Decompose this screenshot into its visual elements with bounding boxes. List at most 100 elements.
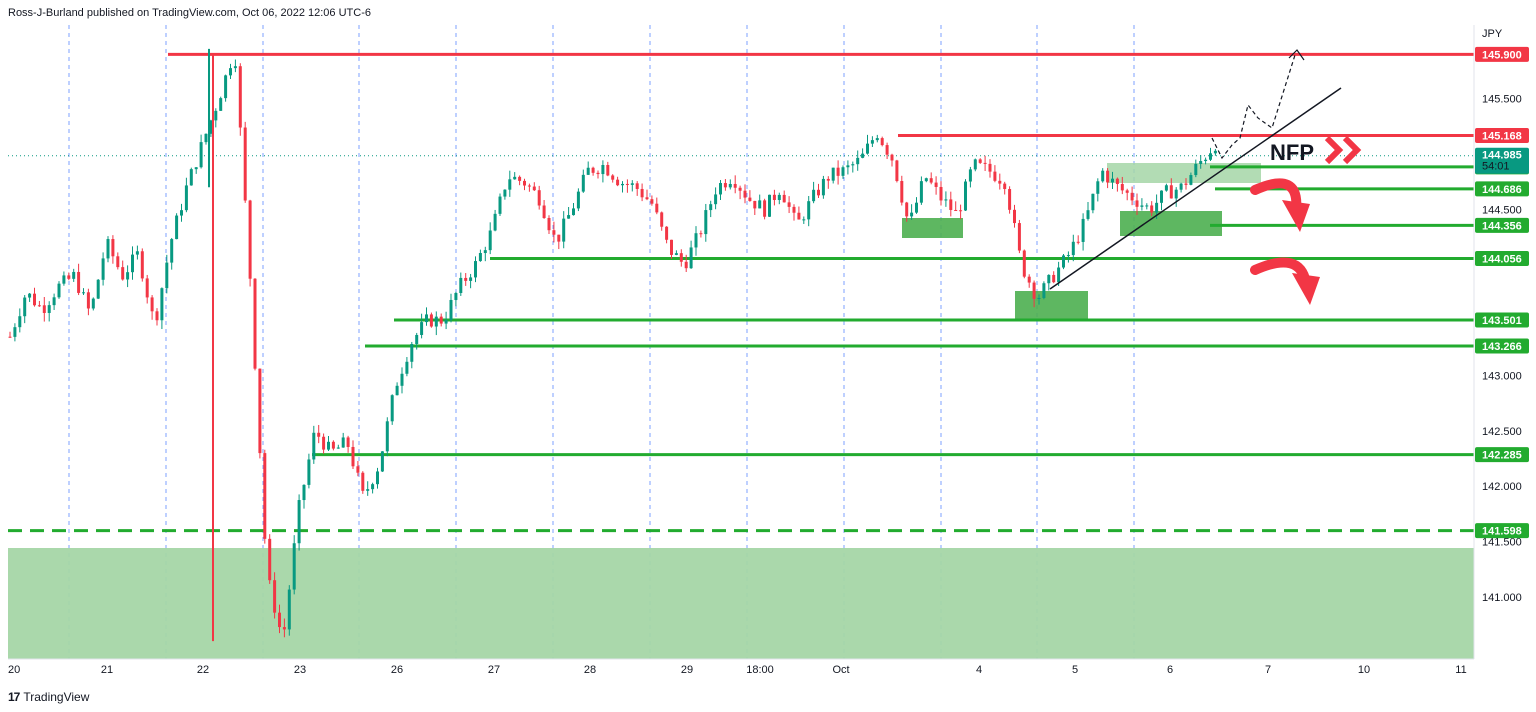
candle-214 [1057, 261, 1061, 286]
candle-215 [1062, 253, 1065, 270]
time-label-7: 29 [681, 664, 693, 676]
candle-body-153 [758, 200, 762, 209]
candle-157 [777, 192, 781, 205]
candle-87 [434, 311, 438, 336]
candle-body-207 [1022, 250, 1026, 277]
price-tag-bg-8 [1475, 447, 1529, 463]
candle-49 [248, 199, 252, 287]
time-label-2: 22 [197, 664, 209, 676]
candle-121 [601, 160, 605, 183]
zone-box-oct4 [1015, 291, 1088, 320]
candle-body-95 [474, 261, 477, 278]
candle-body-217 [1071, 241, 1075, 256]
candle-174 [861, 148, 865, 159]
candle-29 [150, 295, 154, 320]
candle-112 [557, 234, 561, 250]
candle-95 [474, 256, 477, 283]
candle-body-51 [258, 368, 262, 454]
candle-179 [885, 142, 889, 160]
candle-25 [131, 246, 134, 280]
candle-body-62 [312, 432, 316, 460]
candle-86 [429, 312, 433, 328]
candle-21 [111, 235, 115, 264]
candle-66 [331, 440, 335, 451]
candle-body-204 [1008, 189, 1012, 210]
candle-118 [586, 161, 590, 175]
candle-body-125 [621, 183, 624, 186]
price-tag-bg-4 [1475, 217, 1529, 233]
candle-body-98 [488, 230, 492, 251]
candle-body-16 [86, 292, 90, 309]
candle-body-220 [1086, 210, 1090, 219]
candle-124 [616, 176, 620, 187]
candle-79 [395, 382, 399, 396]
candle-51 [258, 368, 262, 459]
candle-56 [282, 618, 286, 638]
candle-body-194 [959, 210, 963, 212]
candle-body-221 [1091, 193, 1095, 211]
candle-18 [96, 278, 100, 300]
candle-body-134 [665, 226, 669, 240]
candle-body-26 [135, 251, 139, 255]
candle-28 [145, 274, 149, 304]
candle-171 [846, 160, 850, 175]
candle-body-213 [1052, 274, 1056, 283]
candle-body-174 [861, 153, 865, 158]
time-label-3: 23 [294, 664, 306, 676]
candle-body-39 [199, 142, 203, 168]
candle-143 [709, 200, 713, 218]
candle-176 [870, 136, 874, 147]
candle-13 [72, 268, 76, 282]
candle-110 [547, 215, 551, 235]
candle-body-31 [160, 288, 164, 321]
candle-94 [469, 273, 473, 289]
candle-body-113 [562, 218, 566, 242]
candle-84 [420, 313, 424, 339]
candle-body-47 [238, 66, 242, 128]
candle-65 [327, 435, 330, 451]
candle-173 [856, 150, 860, 171]
candle-58 [292, 535, 296, 595]
candle-body-128 [635, 183, 639, 189]
candle-160 [792, 204, 796, 221]
candle-body-245 [1209, 153, 1212, 160]
price-tick-5: 142.000 [1482, 481, 1522, 493]
candle-32 [165, 254, 169, 294]
candle-body-209 [1032, 282, 1036, 299]
candle-body-233 [1150, 205, 1154, 213]
current-price-countdown: 54:01 [1482, 161, 1510, 173]
candle-53 [268, 534, 272, 584]
candle-body-200 [988, 163, 992, 172]
candle-147 [728, 179, 732, 190]
candle-207 [1022, 249, 1026, 279]
candle-225 [1111, 171, 1114, 189]
trendline [1049, 87, 1342, 290]
candle-body-144 [714, 194, 718, 205]
candle-239 [1179, 182, 1183, 193]
candle-107 [532, 182, 536, 192]
candle-105 [523, 178, 526, 191]
candle-body-69 [346, 437, 350, 447]
candle-body-158 [782, 194, 786, 203]
candle-220 [1086, 201, 1090, 221]
candle-body-80 [400, 373, 404, 386]
candle-165 [817, 183, 820, 198]
candle-50 [253, 278, 257, 371]
publisher-credit: Ross-J-Burland published on TradingView.… [8, 7, 371, 19]
candle-161 [797, 206, 801, 220]
candle-76 [380, 451, 384, 472]
candle-208 [1027, 274, 1031, 288]
candle-52 [263, 449, 267, 544]
candle-193 [954, 201, 958, 211]
candle-23 [121, 260, 125, 281]
candle-body-170 [841, 167, 845, 176]
price-tag-bg-7 [1475, 338, 1529, 354]
candle-body-126 [625, 183, 629, 185]
time-label-11: 5 [1072, 664, 1078, 676]
candle-93 [464, 273, 468, 286]
candle-body-105 [523, 180, 526, 186]
candle-body-210 [1037, 298, 1041, 300]
candle-body-243 [1199, 161, 1203, 164]
candle-69 [346, 435, 350, 453]
